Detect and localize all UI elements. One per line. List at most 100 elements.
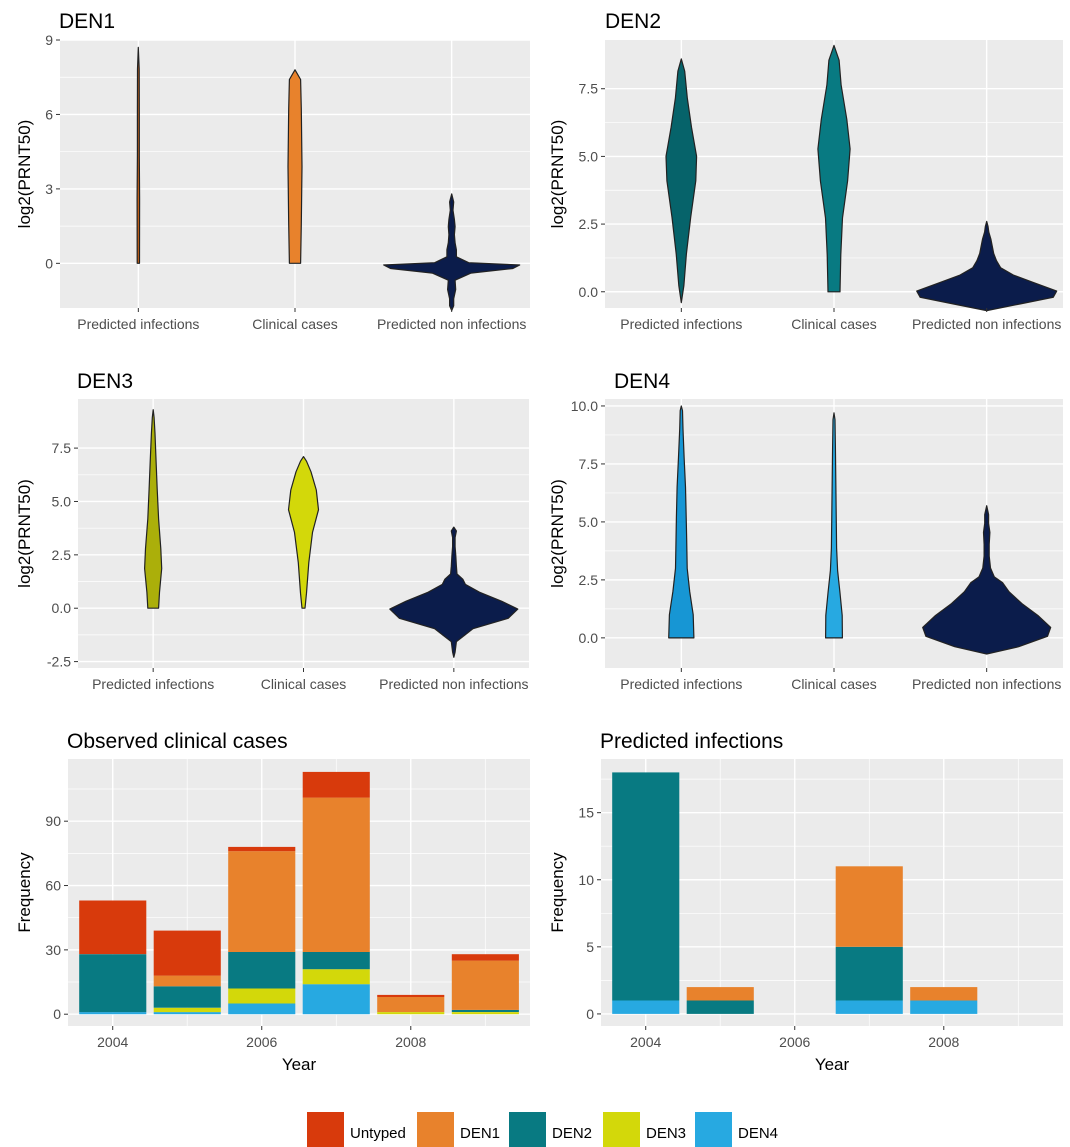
x-tick-label: Clinical cases (791, 316, 877, 332)
bar-den1-2008 (377, 997, 445, 1012)
y-tick-label: 0 (53, 1006, 61, 1022)
violin-clinical-cases (825, 412, 843, 639)
y-tick-label: -2.5 (47, 654, 71, 670)
panel-title: DEN1 (59, 10, 115, 33)
bar-den3-2007 (302, 969, 370, 985)
bar-den2-2004 (79, 954, 147, 1013)
bar-den2-2009 (451, 1009, 519, 1012)
x-tick-label: 2006 (779, 1034, 810, 1050)
bar-den4-2008 (910, 1000, 978, 1014)
x-tick-label: Predicted non infections (377, 316, 526, 332)
legend-label: DEN4 (738, 1125, 778, 1142)
x-tick-label: 2008 (928, 1034, 959, 1050)
bar-untyped-2006 (228, 846, 296, 852)
y-tick-label: 2.5 (579, 216, 599, 232)
violin-predicted-non-infections (383, 193, 521, 312)
y-axis-label: log2(PRNT50) (15, 120, 34, 229)
y-axis-label: log2(PRNT50) (548, 120, 567, 229)
bar-den3-2005 (153, 1007, 221, 1013)
bar-untyped-2009 (451, 954, 519, 961)
legend-label: DEN3 (646, 1125, 686, 1142)
y-axis-label: log2(PRNT50) (15, 479, 34, 588)
y-tick-label: 0 (45, 255, 53, 271)
y-tick-label: 15 (578, 805, 594, 821)
x-tick-label: Predicted infections (77, 316, 199, 332)
bar-untyped-2004 (79, 900, 147, 955)
panel-title: DEN4 (614, 370, 670, 393)
legend-swatch-den4 (695, 1112, 732, 1147)
bar-den1-2008 (910, 987, 978, 1001)
y-tick-label: 0.0 (579, 284, 599, 300)
bar-den4-2005 (153, 1012, 221, 1015)
violin-predicted-non-infections (389, 526, 519, 658)
violin-clinical-cases (817, 44, 851, 293)
bar-den2-2005 (686, 1000, 754, 1014)
legend-label: DEN2 (552, 1125, 592, 1142)
bar-den4-2004 (612, 1000, 680, 1014)
legend-swatch-den2 (509, 1112, 546, 1147)
bar-untyped-2008 (377, 994, 445, 997)
violin-predicted-infections (136, 46, 141, 264)
x-tick-label: Predicted non infections (912, 316, 1061, 332)
bar-den4-2007 (302, 984, 370, 1015)
y-tick-label: 3 (45, 181, 53, 197)
bar-den4-2006 (228, 1003, 296, 1015)
legend-swatch-den1 (417, 1112, 454, 1147)
legend-label: DEN1 (460, 1125, 500, 1142)
y-tick-label: 30 (45, 942, 61, 958)
y-axis-label: log2(PRNT50) (548, 479, 567, 588)
violin-predicted-infections (665, 58, 698, 304)
y-tick-label: 2.5 (52, 547, 72, 563)
y-tick-label: 5.0 (579, 148, 599, 164)
bar-den3-2006 (228, 988, 296, 1004)
x-tick-label: 2004 (97, 1034, 128, 1050)
violin-predicted-non-infections (922, 505, 1052, 655)
x-tick-label: 2008 (395, 1034, 426, 1050)
y-axis-label: Frequency (15, 852, 34, 933)
bar-den2-2006 (228, 952, 296, 989)
bar-den1-2006 (228, 851, 296, 952)
y-tick-label: 10 (578, 872, 594, 888)
y-tick-label: 2.5 (579, 572, 599, 588)
y-tick-label: 7.5 (579, 81, 599, 97)
bar-den1-2007 (302, 797, 370, 952)
bar-den2-2005 (153, 986, 221, 1008)
x-axis-label: Year (282, 1055, 317, 1074)
y-tick-label: 7.5 (579, 456, 599, 472)
legend-label: Untyped (350, 1125, 406, 1142)
panel-title: Predicted infections (600, 730, 783, 753)
bar-den1-2007 (835, 866, 903, 947)
panel-title: DEN3 (77, 370, 133, 393)
bar-den2-2007 (835, 946, 903, 1001)
legend: Untyped DEN1 DEN2 DEN3 DEN4 (307, 1112, 778, 1147)
x-tick-label: Predicted infections (620, 316, 742, 332)
violin-clinical-cases (287, 456, 320, 609)
y-tick-label: 9 (45, 32, 53, 48)
x-tick-label: Predicted non infections (379, 676, 528, 692)
bar-untyped-2005 (153, 930, 221, 976)
x-tick-label: Clinical cases (791, 676, 877, 692)
x-tick-label: Clinical cases (252, 316, 338, 332)
violin-predicted-infections (668, 405, 695, 639)
bar-den4-2004 (79, 1012, 147, 1015)
x-tick-label: 2006 (246, 1034, 277, 1050)
x-tick-label: Clinical cases (261, 676, 347, 692)
bar-den1-2005 (686, 987, 754, 1001)
x-axis-label: Year (815, 1055, 850, 1074)
y-tick-label: 0 (586, 1006, 594, 1022)
y-tick-label: 5.0 (52, 493, 72, 509)
y-tick-label: 5 (586, 939, 594, 955)
x-tick-label: Predicted infections (620, 676, 742, 692)
y-tick-label: 90 (45, 813, 61, 829)
y-tick-label: 0.0 (52, 600, 72, 616)
bar-den3-2009 (451, 1012, 519, 1015)
panel-title: DEN2 (605, 10, 661, 33)
bar-den4-2007 (835, 1000, 903, 1014)
x-tick-label: Predicted non infections (912, 676, 1061, 692)
violin-clinical-cases (287, 69, 303, 264)
bar-den3-2008 (377, 1012, 445, 1015)
y-tick-label: 10.0 (571, 398, 598, 414)
panel-title: Observed clinical cases (67, 730, 288, 753)
